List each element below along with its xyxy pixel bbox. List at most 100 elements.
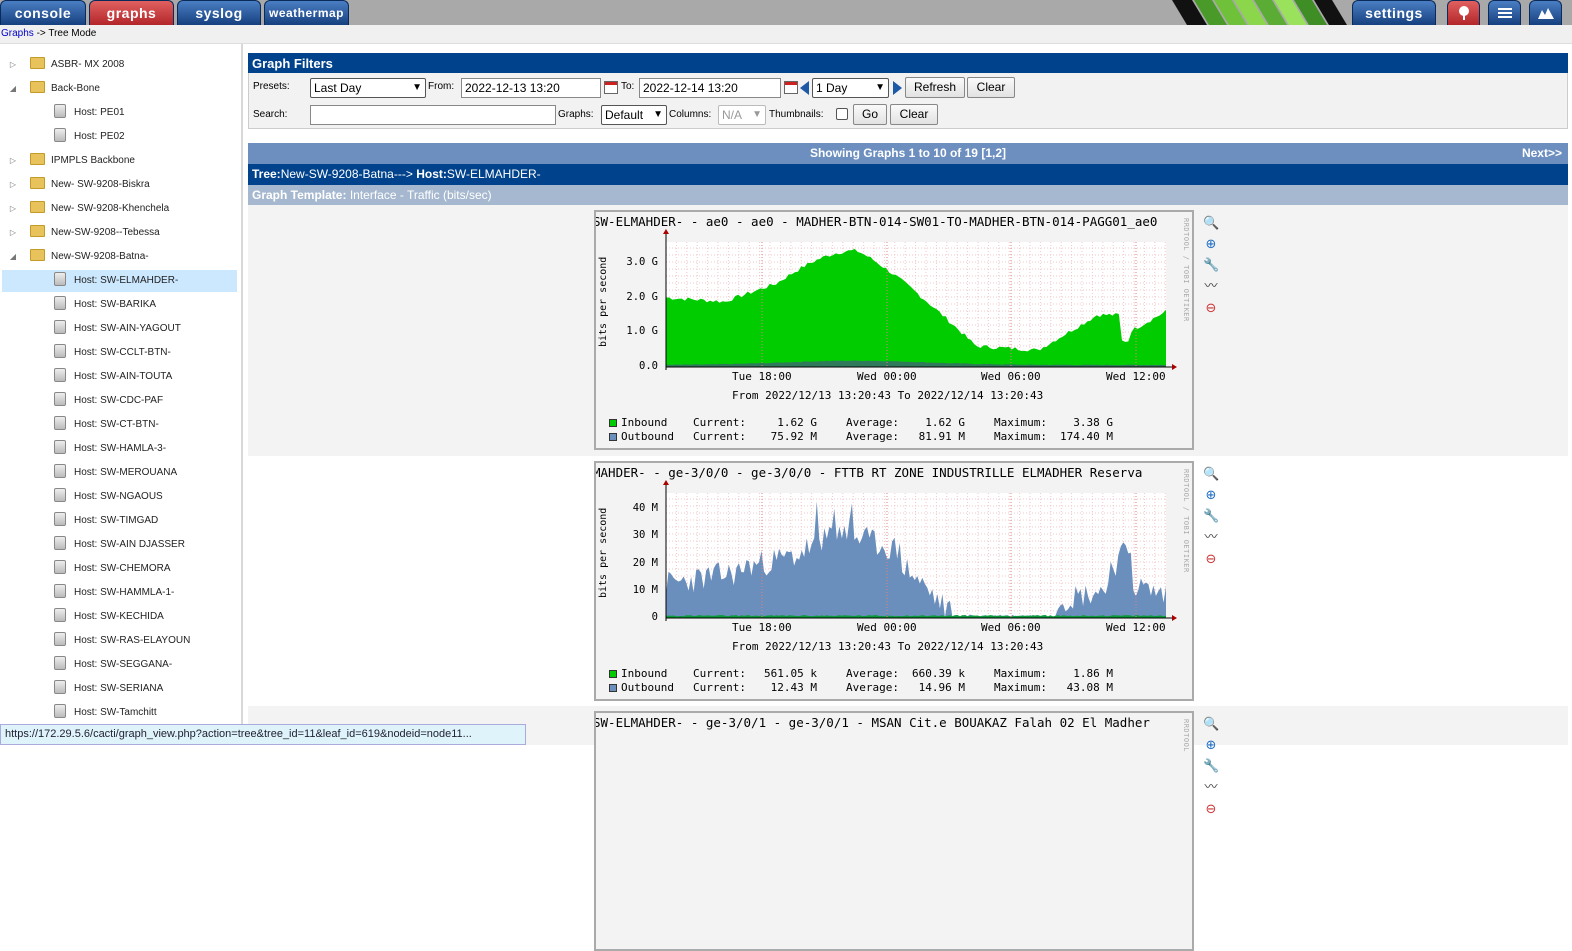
tree-host[interactable]: Host: SW-HAMMLA-1- (0, 582, 238, 604)
calendar-icon[interactable] (604, 81, 618, 94)
tree-host[interactable]: Host: SW-ELMAHDER- (2, 270, 237, 292)
tab-graphs[interactable]: graphs (89, 0, 174, 25)
tree-host[interactable]: Host: SW-KECHIDA (0, 606, 238, 628)
shift-right-arrow-icon[interactable] (892, 81, 902, 95)
graph-tree-sidebar[interactable]: ▷ ASBR- MX 2008 ◢ Back-Bone Host: PE01 Host: … (0, 44, 243, 745)
tab-settings[interactable]: settings (1352, 0, 1436, 25)
host-icon (54, 272, 66, 287)
host-icon (54, 704, 66, 719)
tree-host[interactable]: Host: SW-AIN-TOUTA (0, 366, 238, 388)
y-tick-label: 40 M (632, 502, 658, 515)
tree-host[interactable]: Host: SW-RAS-ELAYOUN (0, 630, 238, 652)
legend-series-name: Outbound (621, 430, 674, 443)
host-label: Host: (416, 167, 447, 181)
timespan-value: 1 Day (816, 81, 848, 95)
to-date-input[interactable]: 2022-12-14 13:20 (639, 78, 781, 98)
host-icon (54, 392, 66, 407)
presets-select[interactable]: Last Day ▼ (310, 78, 426, 98)
traffic-graph-ae0[interactable]: SW-ELMAHDER- - ae0 - ae0 - MADHER-BTN-01… (594, 210, 1194, 450)
tree-host[interactable]: Host: SW-CHEMORA (0, 558, 238, 580)
graph-plot-area (663, 229, 1177, 370)
tab-syslog[interactable]: syslog (177, 0, 261, 25)
edit-wrench-icon[interactable]: 🔧 (1203, 758, 1220, 773)
collapsed-arrow-icon[interactable]: ▷ (9, 60, 17, 69)
tree-folder[interactable]: ▷ New- SW-9208-Khenchela (0, 198, 238, 220)
delete-icon[interactable]: ⊖ (1205, 551, 1217, 566)
traffic-graph-ge-3-0-1[interactable]: SW-ELMAHDER- - ge-3/0/1 - ge-3/0/1 - MSA… (594, 711, 1194, 951)
page-2-link[interactable]: 2 (995, 146, 1003, 160)
shift-left-arrow-icon[interactable] (800, 81, 810, 95)
download-icon[interactable]: ⊕ (1205, 236, 1217, 251)
tree-host[interactable]: Host: SW-NGAOUS (0, 486, 238, 508)
tree-host[interactable]: Host: SW-AIN DJASSER (0, 534, 238, 556)
clear-search-button[interactable]: Clear (890, 104, 938, 125)
collapsed-arrow-icon[interactable]: ▷ (9, 180, 17, 189)
chevron-down-icon: ▼ (412, 82, 422, 93)
tree-folder[interactable]: ◢ Back-Bone (0, 78, 238, 100)
tree-folder[interactable]: ▷ New-SW-9208--Tebessa (0, 222, 238, 244)
preview-view-icon[interactable] (1529, 0, 1562, 25)
traffic-graph-ge-3-0-0[interactable]: MAHDER- - ge-3/0/0 - ge-3/0/0 - FTTB RT … (594, 461, 1194, 701)
download-icon[interactable]: ⊕ (1205, 737, 1217, 752)
from-date-input[interactable]: 2022-12-13 13:20 (461, 78, 601, 98)
tree-host[interactable]: Host: PE01 (0, 102, 238, 124)
thumbnails-checkbox[interactable] (836, 108, 848, 120)
search-input[interactable] (310, 105, 556, 125)
trend-icon[interactable]: 〰 (1204, 278, 1218, 293)
tree-view-icon[interactable] (1447, 0, 1480, 25)
tree-node-label: Host: SW-AIN-YAGOUT (74, 323, 181, 334)
tree-value: New-SW-9208-Batna- (280, 167, 398, 181)
legend-current-value: 12.43 M (770, 681, 817, 694)
go-button[interactable]: Go (853, 104, 887, 125)
tree-host[interactable]: Host: SW-TIMGAD (0, 510, 238, 532)
next-page-link[interactable]: Next>> (1521, 146, 1562, 160)
trend-icon[interactable]: 〰 (1204, 529, 1218, 544)
tree-folder[interactable]: ◢ New-SW-9208-Batna- (0, 246, 238, 268)
tree-host[interactable]: Host: SW-MEROUANA (0, 462, 238, 484)
collapsed-arrow-icon[interactable]: ▷ (9, 204, 17, 213)
host-icon (54, 104, 66, 119)
tree-host[interactable]: Host: SW-AIN-YAGOUT (0, 318, 238, 340)
refresh-button[interactable]: Refresh (905, 77, 965, 98)
zoom-icon[interactable]: 🔍 (1203, 466, 1220, 481)
tab-weathermap[interactable]: weathermap (264, 0, 349, 25)
expanded-arrow-icon[interactable]: ◢ (9, 84, 17, 93)
edit-wrench-icon[interactable]: 🔧 (1203, 257, 1220, 272)
tree-folder[interactable]: ▷ ASBR- MX 2008 (0, 54, 238, 76)
x-tick-label: Wed 12:00 (1106, 621, 1166, 634)
tree-host[interactable]: Host: SW-Tamchitt (0, 702, 238, 724)
columns-select[interactable]: N/A ▼ (718, 105, 766, 125)
download-icon[interactable]: ⊕ (1205, 487, 1217, 502)
delete-icon[interactable]: ⊖ (1205, 300, 1217, 315)
tree-host[interactable]: Host: PE02 (0, 126, 238, 148)
tree-host[interactable]: Host: SW-SEGGANA- (0, 654, 238, 676)
tree-host[interactable]: Host: SW-CDC-PAF (0, 390, 238, 412)
legend-series-name: Inbound (621, 667, 668, 680)
x-tick-label: Tue 18:00 (732, 370, 792, 383)
edit-wrench-icon[interactable]: 🔧 (1203, 508, 1220, 523)
list-view-icon[interactable] (1488, 0, 1521, 25)
breadcrumb-graphs-link[interactable]: Graphs (1, 28, 34, 39)
trend-icon[interactable]: 〰 (1204, 779, 1218, 794)
graphs-per-page-select[interactable]: Default ▼ (601, 105, 667, 125)
collapsed-arrow-icon[interactable]: ▷ (9, 228, 17, 237)
collapsed-arrow-icon[interactable]: ▷ (9, 156, 17, 165)
chevron-down-icon: ▼ (752, 109, 762, 120)
zoom-icon[interactable]: 🔍 (1203, 716, 1220, 731)
tree-host[interactable]: Host: SW-CCLT-BTN- (0, 342, 238, 364)
tree-folder[interactable]: ▷ New- SW-9208-Biskra (0, 174, 238, 196)
tree-host[interactable]: Host: SW-HAMLA-3- (0, 438, 238, 460)
tab-console[interactable]: console (0, 0, 86, 25)
tree-folder[interactable]: ▷ IPMPLS Backbone (0, 150, 238, 172)
delete-icon[interactable]: ⊖ (1205, 801, 1217, 816)
page-1-link[interactable]: 1 (985, 146, 992, 160)
tree-host[interactable]: Host: SW-CT-BTN- (0, 414, 238, 436)
expanded-arrow-icon[interactable]: ◢ (9, 252, 17, 261)
tree-host[interactable]: Host: SW-BARIKA (0, 294, 238, 316)
graph-plot-area (663, 480, 1177, 621)
clear-button[interactable]: Clear (967, 77, 1015, 98)
calendar-icon[interactable] (784, 81, 798, 94)
zoom-icon[interactable]: 🔍 (1203, 215, 1220, 230)
timespan-select[interactable]: 1 Day ▼ (812, 78, 889, 98)
tree-host[interactable]: Host: SW-SERIANA (0, 678, 238, 700)
